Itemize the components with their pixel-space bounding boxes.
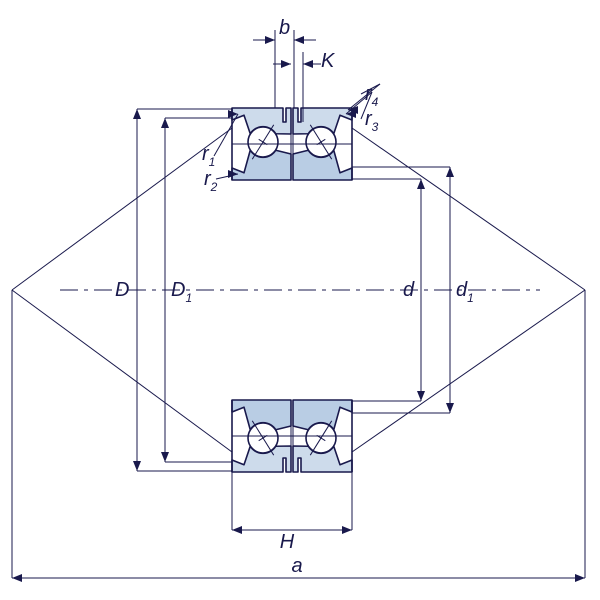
svg-text:K: K — [321, 50, 336, 72]
svg-text:r3: r3 — [365, 108, 379, 134]
svg-text:D: D — [115, 279, 129, 301]
svg-text:a: a — [291, 555, 302, 577]
bearing-cross-section-diagram: DD1dd1r1r2r3r4bKHa — [0, 0, 600, 600]
svg-text:d1: d1 — [456, 279, 474, 305]
svg-text:D1: D1 — [171, 279, 192, 305]
svg-text:b: b — [279, 17, 290, 39]
svg-text:r2: r2 — [204, 168, 218, 194]
svg-text:r1: r1 — [202, 143, 215, 169]
svg-text:d: d — [403, 279, 415, 301]
svg-text:H: H — [280, 531, 295, 553]
